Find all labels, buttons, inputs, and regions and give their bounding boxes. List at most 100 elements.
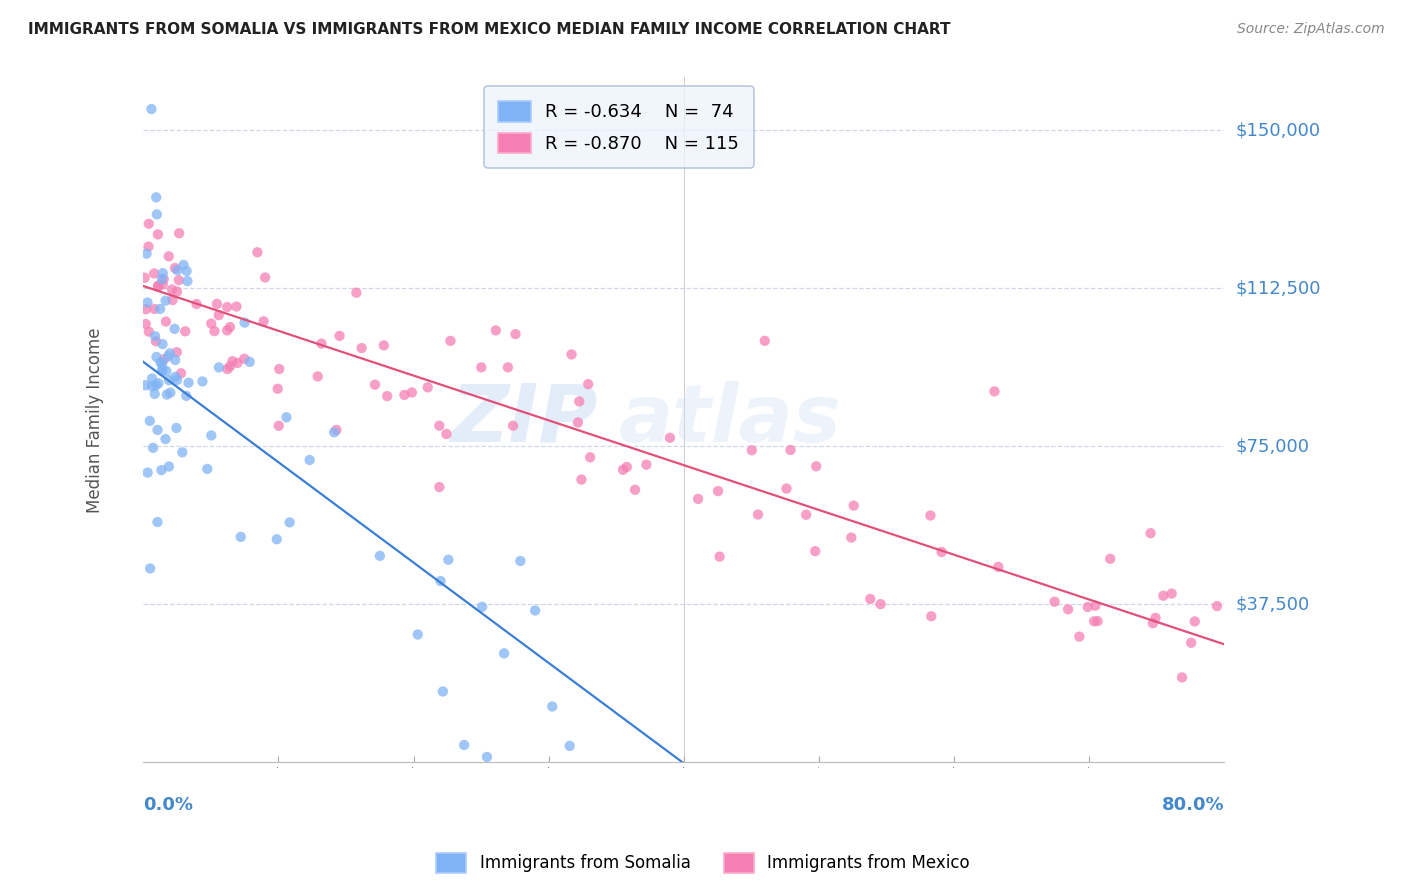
Point — [344, 285, 367, 300]
Point — [229, 530, 252, 544]
Point — [658, 431, 681, 445]
Point — [139, 414, 162, 428]
Point — [221, 354, 243, 368]
Point — [145, 190, 167, 204]
Point — [920, 508, 942, 523]
Point — [200, 428, 222, 442]
Point — [475, 750, 498, 764]
Point — [145, 334, 167, 349]
Point — [149, 355, 172, 369]
Point — [138, 325, 160, 339]
Text: 80.0%: 80.0% — [1161, 797, 1225, 814]
Point — [146, 207, 169, 221]
Point — [150, 463, 173, 477]
Point — [217, 300, 239, 314]
Point — [219, 359, 242, 374]
Point — [139, 561, 162, 575]
Point — [368, 549, 391, 563]
Point — [1171, 670, 1194, 684]
Point — [267, 382, 290, 396]
Point — [859, 591, 882, 606]
Point — [373, 338, 395, 352]
Point — [152, 337, 174, 351]
Point — [146, 278, 169, 293]
Point — [437, 552, 460, 566]
Point — [145, 378, 167, 392]
Point — [176, 264, 198, 278]
Point — [278, 516, 301, 530]
Point — [1139, 526, 1161, 541]
Point — [157, 459, 180, 474]
Point — [208, 360, 231, 375]
Point — [688, 491, 710, 506]
Point — [205, 297, 228, 311]
Point — [485, 323, 508, 337]
Point — [311, 336, 333, 351]
Point — [432, 684, 454, 698]
Point — [150, 357, 173, 371]
Point — [839, 531, 862, 545]
Point — [869, 597, 891, 611]
Point — [416, 380, 439, 394]
Point — [1099, 551, 1122, 566]
Point — [636, 458, 658, 472]
Point — [174, 324, 197, 338]
Point — [191, 375, 214, 389]
Point — [779, 442, 801, 457]
Point — [157, 373, 180, 387]
Point — [429, 574, 451, 588]
Point — [1087, 614, 1109, 628]
Point — [401, 385, 423, 400]
Text: atlas: atlas — [619, 381, 842, 458]
Point — [141, 371, 163, 385]
Point — [135, 302, 157, 317]
Point — [146, 227, 169, 242]
Point — [494, 646, 516, 660]
Point — [983, 384, 1005, 399]
Point — [427, 418, 450, 433]
Point — [217, 362, 239, 376]
Point — [195, 462, 218, 476]
Point — [505, 327, 527, 342]
Point — [146, 515, 169, 529]
Point — [612, 463, 634, 477]
Text: ZIP: ZIP — [450, 381, 598, 458]
Point — [579, 450, 602, 465]
Point — [134, 270, 156, 285]
Point — [328, 329, 350, 343]
Point — [143, 267, 166, 281]
Point — [1206, 599, 1229, 613]
Point — [1043, 595, 1066, 609]
Point — [152, 266, 174, 280]
Point — [1160, 586, 1182, 600]
Point — [1184, 615, 1206, 629]
Point — [174, 389, 197, 403]
Legend: Immigrants from Somalia, Immigrants from Mexico: Immigrants from Somalia, Immigrants from… — [430, 847, 976, 880]
Point — [253, 314, 276, 328]
Point — [143, 329, 166, 343]
Point — [152, 272, 174, 286]
Point — [453, 738, 475, 752]
Point — [707, 484, 730, 499]
Point — [143, 301, 166, 316]
Point — [150, 364, 173, 378]
Point — [842, 499, 865, 513]
Point — [1152, 589, 1174, 603]
Point — [709, 549, 731, 564]
Point — [136, 295, 159, 310]
Point — [804, 544, 827, 558]
Point — [155, 364, 177, 378]
Point — [157, 249, 180, 263]
Point — [165, 369, 187, 384]
Point — [496, 360, 519, 375]
Point — [350, 341, 373, 355]
Point — [204, 324, 226, 338]
Text: 0.0%: 0.0% — [143, 797, 194, 814]
Point — [149, 301, 172, 316]
Point — [239, 355, 262, 369]
Point — [167, 273, 190, 287]
Point — [176, 274, 198, 288]
Point — [920, 609, 942, 624]
Point — [135, 317, 157, 331]
Point — [159, 346, 181, 360]
